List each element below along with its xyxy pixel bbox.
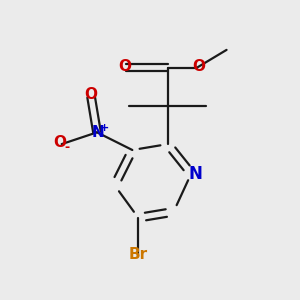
Text: +: + [100,123,109,133]
Text: O: O [192,58,205,74]
Text: O: O [118,58,131,74]
Text: O: O [53,135,66,150]
Text: O: O [85,87,98,102]
Text: -: - [64,141,70,154]
Text: N: N [92,125,105,140]
Text: Br: Br [129,247,148,262]
Text: N: N [189,165,202,183]
